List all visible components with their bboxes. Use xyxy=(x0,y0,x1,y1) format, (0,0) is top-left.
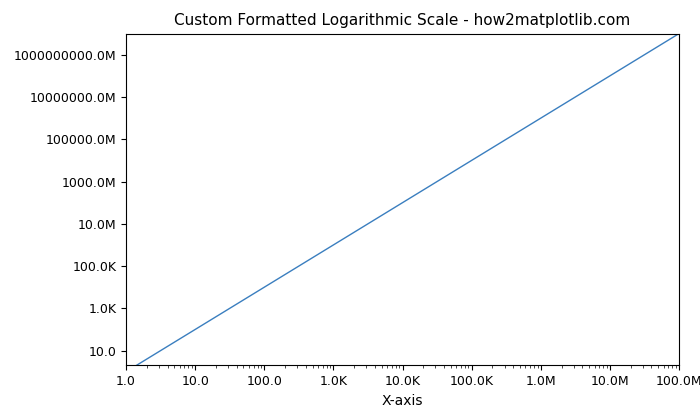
X-axis label: X-axis: X-axis xyxy=(382,394,423,408)
Title: Custom Formatted Logarithmic Scale - how2matplotlib.com: Custom Formatted Logarithmic Scale - how… xyxy=(174,13,631,28)
